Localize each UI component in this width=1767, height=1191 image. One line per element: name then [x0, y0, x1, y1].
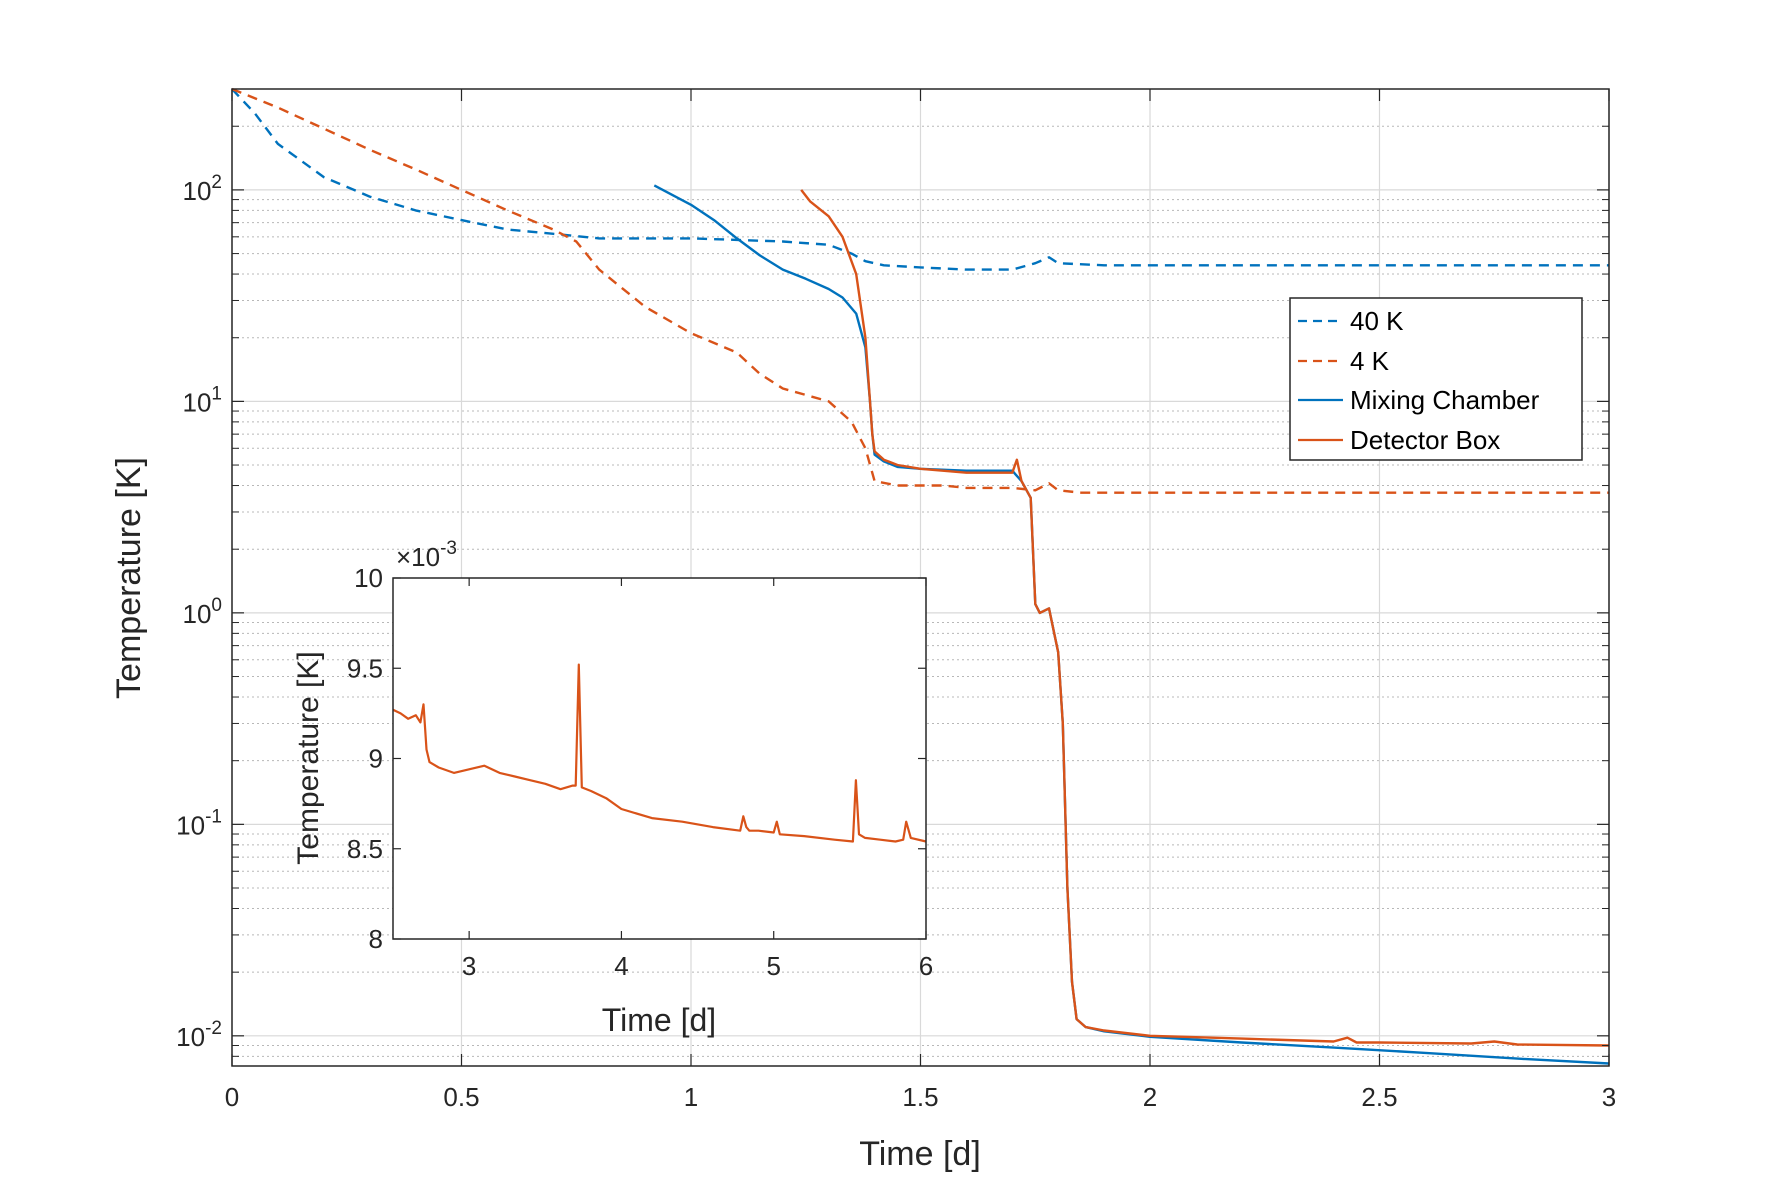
inset-y-tick-label: 8.5 [347, 834, 383, 864]
inset-y-tick-label: 9 [369, 744, 383, 774]
series-detector-box [800, 189, 1610, 1047]
main-x-axis-label: Time [d] [859, 1135, 981, 1173]
y-tick-label: 100 [183, 595, 223, 629]
inset-x-axis-label: Time [d] [602, 1002, 716, 1038]
main-y-axis-label: Temperature [K] [110, 457, 148, 699]
legend-box [1289, 297, 1583, 461]
inset-x-tick-label: 5 [766, 951, 780, 981]
x-tick-label: 2.5 [1361, 1082, 1397, 1112]
inset-y-axis-label: Temperature [K] [292, 651, 325, 864]
y-tick-label: 102 [183, 172, 223, 206]
inset-tick-labels: 3 4 5 6 8 8.5 9 9.5 10 [347, 563, 933, 981]
inset-x-tick-label: 3 [462, 951, 476, 981]
legend-label-40k: 40 K [1350, 306, 1404, 336]
x-tick-label: 3 [1602, 1082, 1616, 1112]
x-tick-label: 0 [225, 1082, 239, 1112]
x-tick-label: 2 [1143, 1082, 1157, 1112]
inset-y-tick-label: 8 [369, 924, 383, 954]
inset-x-tick-label: 4 [614, 951, 628, 981]
inset-plot: 3 4 5 6 8 8.5 9 9.5 10 ×10-3 Time [d] Temperatur… [292, 538, 933, 1038]
inset-series-detector-box [392, 663, 927, 843]
legend-label-4k: 4 K [1350, 346, 1390, 376]
main-axes-box [231, 88, 1610, 1067]
x-tick-label: 1 [684, 1082, 698, 1112]
y-tick-label: 101 [183, 383, 223, 417]
inset-exponent-label: ×10-3 [396, 538, 457, 572]
inset-axes-box [392, 577, 927, 940]
series-4-k [231, 87, 1609, 494]
legend-label-mixing-chamber: Mixing Chamber [1350, 385, 1540, 415]
inset-y-tick-label: 10 [354, 563, 383, 593]
inset-plot-area [393, 578, 926, 939]
main-tick-labels: 10-2 10-1 100 101 102 0 0.5 1 1.5 2 2.5 3 [176, 172, 1616, 1112]
inset-y-tick-label: 9.5 [347, 653, 383, 683]
main-series-group [231, 87, 1610, 1065]
inset-series-group [392, 663, 927, 843]
x-tick-label: 1.5 [902, 1082, 938, 1112]
x-tick-label: 0.5 [443, 1082, 479, 1112]
main-ticks [231, 89, 1610, 1066]
legend-label-detector-box: Detector Box [1350, 425, 1500, 455]
series-40-k [231, 88, 1609, 271]
legend: 40 K 4 K Mixing Chamber Detector Box [1289, 297, 1583, 461]
y-tick-label: 10-2 [176, 1018, 222, 1052]
inset-x-tick-label: 6 [919, 951, 933, 981]
y-tick-label: 10-1 [176, 806, 222, 840]
